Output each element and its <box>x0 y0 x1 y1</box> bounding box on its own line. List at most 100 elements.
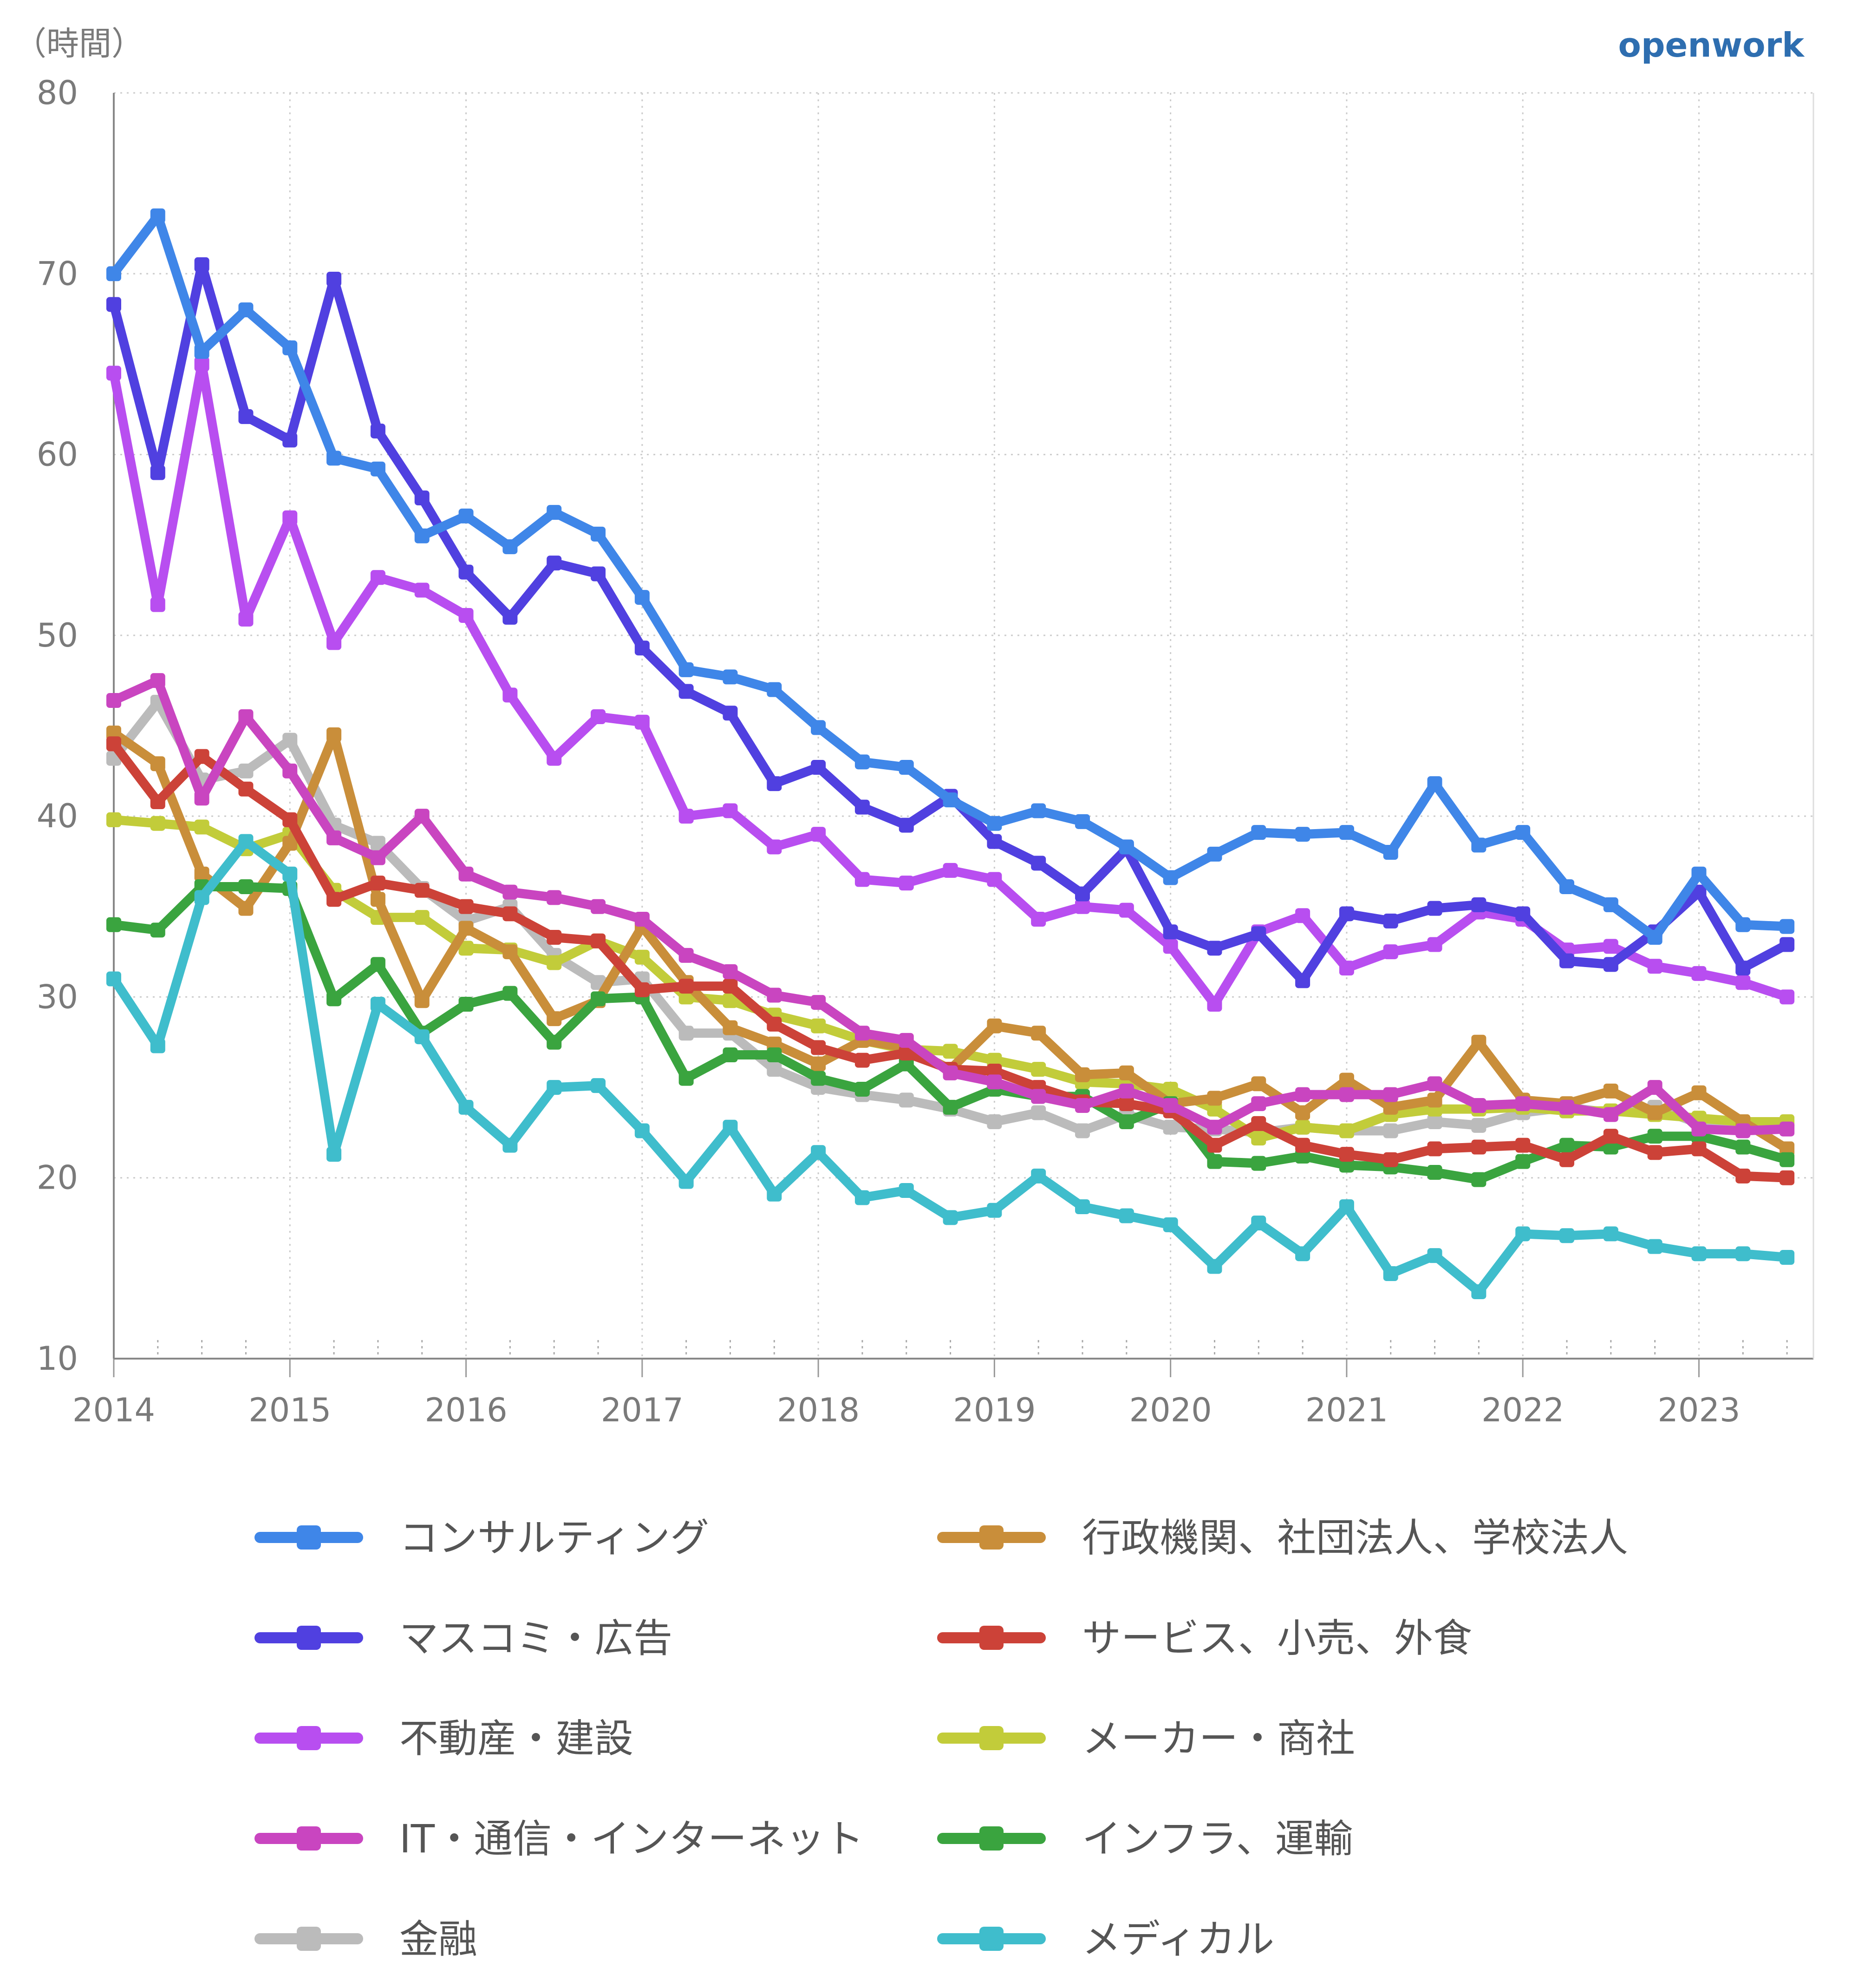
data-point <box>282 763 298 778</box>
data-point <box>1427 1092 1442 1108</box>
data-point <box>723 706 738 721</box>
data-point <box>767 1186 782 1202</box>
data-point <box>1515 825 1531 840</box>
legend-swatch-marker <box>297 1626 321 1650</box>
data-point <box>1515 1154 1531 1169</box>
data-point <box>1339 825 1354 840</box>
data-point <box>1603 1107 1618 1122</box>
data-point <box>591 526 606 542</box>
data-point <box>767 1016 782 1032</box>
data-point <box>194 866 209 882</box>
data-point <box>1163 1119 1178 1135</box>
data-point <box>1427 1165 1442 1180</box>
data-point <box>150 756 165 772</box>
data-point <box>723 993 738 1008</box>
data-point <box>1471 1139 1486 1155</box>
data-point <box>1075 886 1090 902</box>
data-point <box>1075 1199 1090 1214</box>
data-point <box>1515 1138 1531 1153</box>
data-point <box>634 912 650 927</box>
data-point <box>414 910 430 925</box>
data-point <box>1207 1154 1222 1169</box>
data-point <box>1691 884 1707 900</box>
data-point <box>854 754 870 770</box>
data-point <box>414 582 430 598</box>
data-point <box>1735 1139 1751 1155</box>
data-point <box>326 830 342 845</box>
data-point <box>326 451 342 466</box>
data-point <box>1119 1096 1134 1112</box>
data-point <box>1251 1216 1266 1231</box>
series-line <box>106 257 1795 988</box>
data-point <box>899 817 914 833</box>
data-point <box>1251 926 1266 942</box>
y-tick-label: 50 <box>37 616 78 654</box>
data-point <box>1119 1114 1134 1130</box>
x-tick-label: 2015 <box>248 1391 331 1429</box>
data-point <box>1559 1099 1575 1115</box>
legend-item: サービス、小売、外食 <box>937 1615 1472 1661</box>
x-tick-label: 2021 <box>1305 1391 1388 1429</box>
legend-label: 金融 <box>399 1916 477 1962</box>
data-point <box>1295 1119 1310 1135</box>
data-point <box>1119 839 1134 855</box>
data-point <box>1075 1098 1090 1113</box>
legend-label: 不動産・建設 <box>399 1716 633 1761</box>
data-point <box>767 1062 782 1077</box>
data-point <box>767 839 782 855</box>
data-point <box>1295 973 1310 988</box>
data-point <box>150 465 165 480</box>
data-point <box>1031 912 1046 927</box>
data-point <box>1075 899 1090 914</box>
data-point <box>1647 1080 1662 1095</box>
data-point <box>1515 906 1531 922</box>
data-point <box>1339 906 1354 922</box>
data-point <box>1427 776 1442 791</box>
data-point <box>547 1011 562 1027</box>
data-point <box>943 863 958 878</box>
y-tick-label: 60 <box>37 436 78 474</box>
data-point <box>1295 1138 1310 1153</box>
x-tick-label: 2017 <box>601 1391 684 1429</box>
data-point <box>458 508 474 523</box>
data-point <box>502 906 518 922</box>
data-point <box>194 749 209 764</box>
data-point <box>723 1119 738 1135</box>
series-line <box>106 356 1795 1012</box>
data-point <box>1471 1034 1486 1050</box>
data-point <box>854 1081 870 1097</box>
data-point <box>854 872 870 887</box>
data-point <box>238 611 254 627</box>
legend-item: インフラ、運輸 <box>937 1816 1353 1862</box>
data-point <box>370 836 385 851</box>
data-point <box>1251 1076 1266 1092</box>
x-tick-label: 2023 <box>1657 1391 1740 1429</box>
data-point <box>238 834 254 849</box>
data-point <box>370 423 385 438</box>
data-point <box>591 933 606 948</box>
data-point <box>1339 1199 1354 1214</box>
data-point <box>1780 1170 1795 1185</box>
data-point <box>811 1040 826 1055</box>
series-lines <box>106 208 1795 1299</box>
data-point <box>1031 1168 1046 1184</box>
data-point <box>106 297 121 312</box>
data-point <box>591 566 606 582</box>
data-point <box>458 564 474 580</box>
data-point <box>943 1210 958 1225</box>
series-line <box>106 208 1795 945</box>
data-point <box>370 461 385 477</box>
data-point <box>1295 1246 1310 1262</box>
data-point <box>150 816 165 831</box>
data-point <box>1603 1083 1618 1099</box>
data-point <box>1780 989 1795 1005</box>
data-point <box>678 809 694 824</box>
data-point <box>678 948 694 963</box>
data-point <box>150 597 165 612</box>
data-point <box>811 1056 826 1072</box>
legend-swatch-marker <box>297 1927 321 1951</box>
gridlines <box>114 92 1813 1359</box>
data-point <box>1780 919 1795 934</box>
